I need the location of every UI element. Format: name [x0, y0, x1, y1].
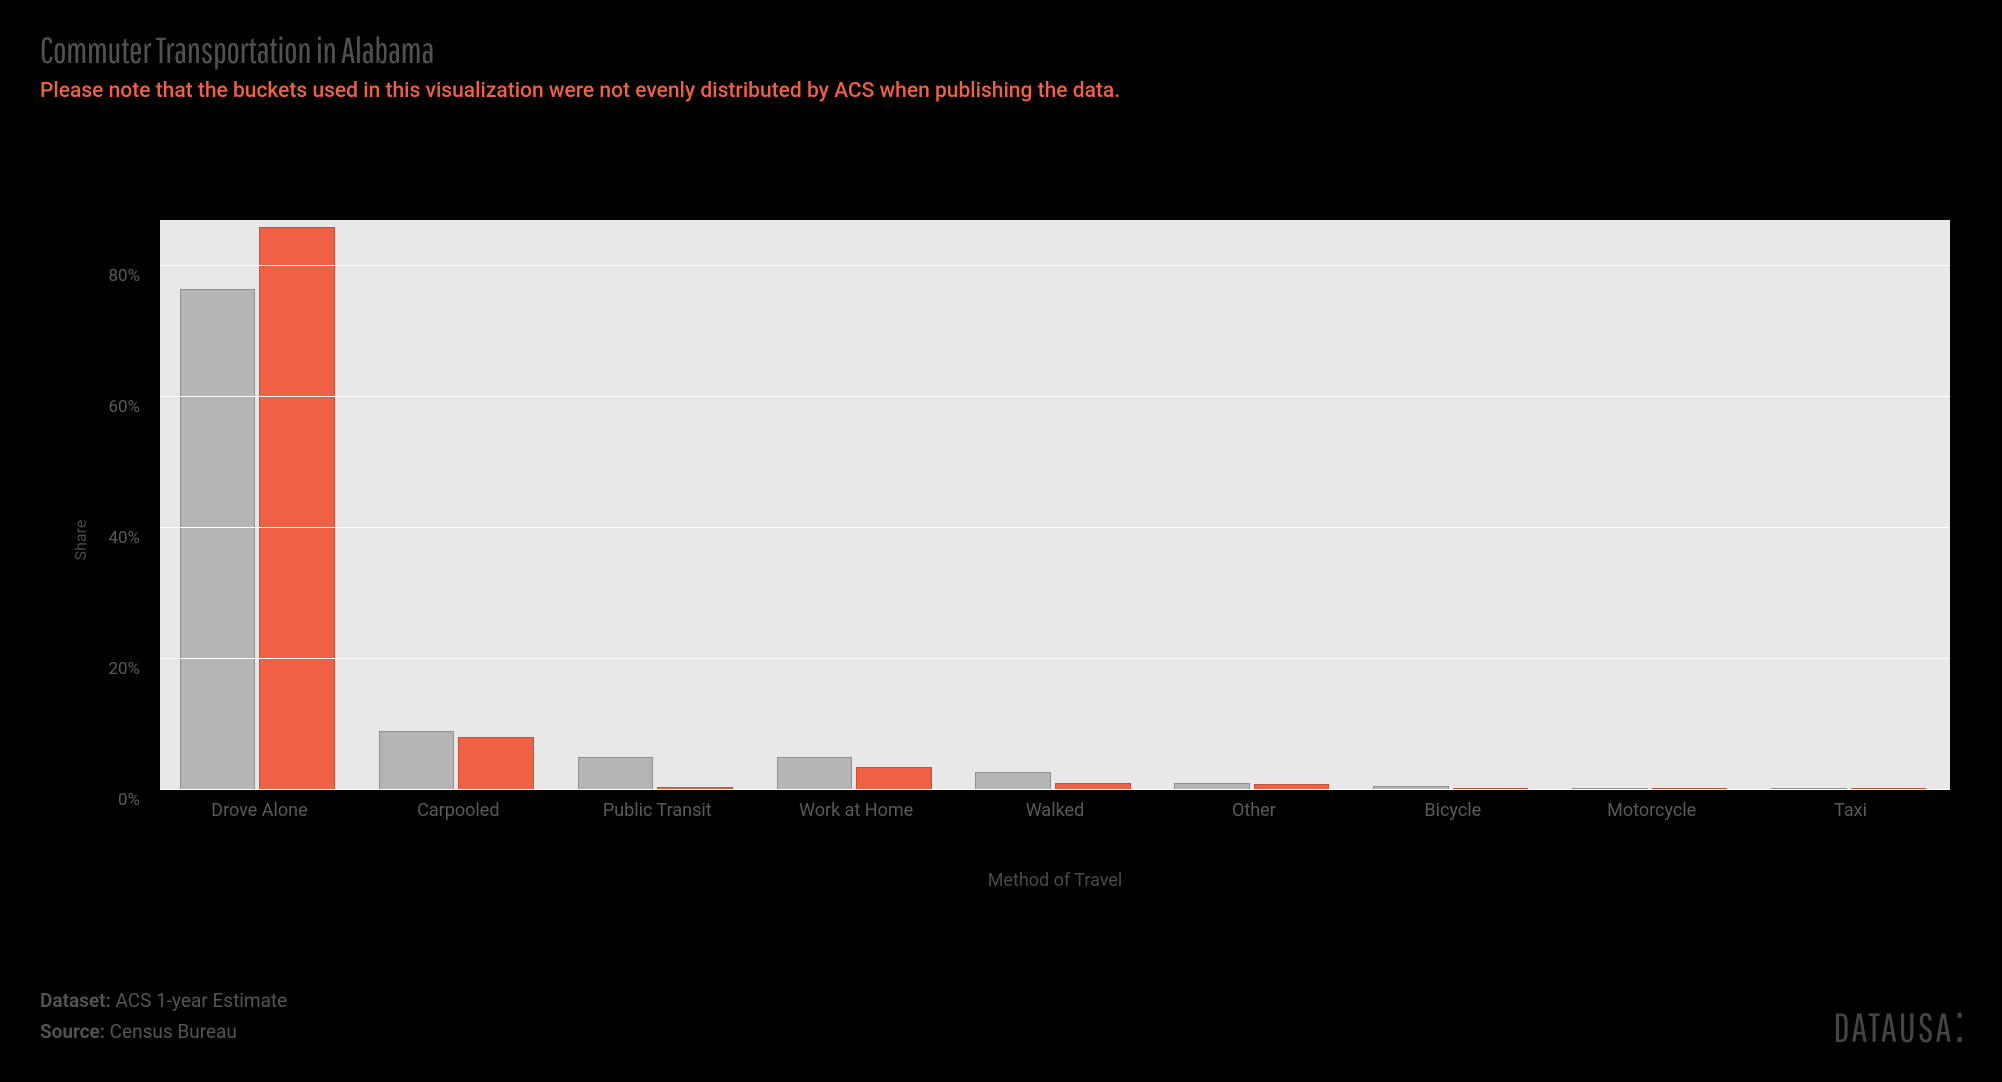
- gridline: [160, 658, 1950, 659]
- plot-area: [160, 220, 1950, 790]
- dataset-label: Dataset:: [40, 989, 111, 1012]
- bar-series-2: [259, 227, 335, 790]
- category-group: [1353, 220, 1552, 790]
- bar-series-2: [856, 767, 932, 790]
- category-group: [956, 220, 1155, 790]
- y-axis-label: Share: [71, 520, 90, 561]
- source-value: Census Bureau: [110, 1020, 237, 1043]
- bar-series-1: [180, 289, 256, 790]
- bar-series-1: [975, 772, 1051, 790]
- x-tick-label: Drove Alone: [160, 800, 359, 821]
- bars-container: [160, 220, 1950, 790]
- x-tick-label: Motorcycle: [1552, 800, 1751, 821]
- y-axis: 0%20%40%60%80%: [90, 220, 150, 790]
- brand-part2: USA: [1899, 1004, 1954, 1050]
- x-tick-label: Public Transit: [558, 800, 757, 821]
- x-tick-label: Taxi: [1751, 800, 1950, 821]
- bar-series-1: [578, 757, 654, 790]
- chart-subtitle: Please note that the buckets used in thi…: [40, 79, 1962, 103]
- category-group: [558, 220, 757, 790]
- x-tick-label: Work at Home: [757, 800, 956, 821]
- brand-colon-icon: ⁚: [1953, 1004, 1962, 1050]
- gridline: [160, 265, 1950, 266]
- x-tick-label: Bicycle: [1353, 800, 1552, 821]
- chart-title: Commuter Transportation in Alabama: [40, 30, 1962, 71]
- brand-logo: DATAUSA⁚: [1833, 1004, 1962, 1052]
- category-group: [359, 220, 558, 790]
- footer: Dataset: ACS 1-year Estimate Source: Cen…: [40, 986, 287, 1047]
- gridline: [160, 789, 1950, 790]
- category-group: [1154, 220, 1353, 790]
- bar-series-1: [379, 731, 455, 790]
- x-axis-title: Method of Travel: [160, 870, 1950, 891]
- bar-series-1: [777, 757, 853, 790]
- gridline: [160, 527, 1950, 528]
- chart-container: Share 0%20%40%60%80% Drove AloneCarpoole…: [90, 220, 1960, 860]
- category-group: [1552, 220, 1751, 790]
- dataset-value: ACS 1-year Estimate: [115, 989, 287, 1012]
- dataset-line: Dataset: ACS 1-year Estimate: [40, 986, 287, 1016]
- source-line: Source: Census Bureau: [40, 1017, 287, 1047]
- x-tick-label: Other: [1154, 800, 1353, 821]
- gridline: [160, 396, 1950, 397]
- brand-part1: DATA: [1833, 1004, 1898, 1050]
- source-label: Source:: [40, 1020, 105, 1043]
- x-tick-label: Carpooled: [359, 800, 558, 821]
- category-group: [757, 220, 956, 790]
- bar-series-2: [458, 737, 534, 790]
- category-group: [1751, 220, 1950, 790]
- x-tick-label: Walked: [956, 800, 1155, 821]
- x-axis-labels: Drove AloneCarpooledPublic TransitWork a…: [160, 800, 1950, 821]
- category-group: [160, 220, 359, 790]
